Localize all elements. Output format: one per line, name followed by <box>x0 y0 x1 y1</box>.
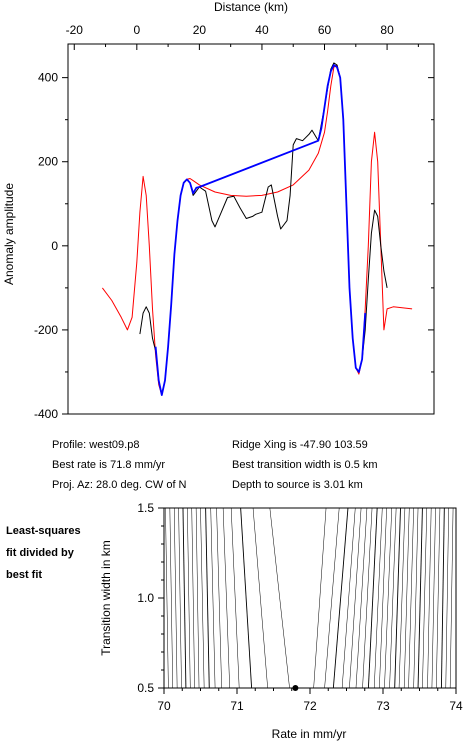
misfit-contour-chart: 70 71 72 73 74 0.5 1.0 1.5 Rate in mm/yr Trans… <box>99 501 463 741</box>
side-note-line-1: Least-squares <box>6 525 81 537</box>
rate-text: Best rate is 71.8 mm/yr <box>52 459 165 471</box>
top-x-tick-label: -20 <box>66 23 84 37</box>
bottom-y-tick-label: 1.5 <box>137 501 154 515</box>
contour-line <box>252 507 268 689</box>
top-x-tick-label: 40 <box>255 23 269 37</box>
contour-line <box>389 507 397 689</box>
contour-line <box>384 507 393 689</box>
contour-line <box>165 507 169 689</box>
side-note: Least-squares fit divided by best fit <box>6 525 81 581</box>
bottom-y-tick-label: 0.5 <box>137 681 154 695</box>
contour-line <box>417 507 423 689</box>
contour-line <box>200 507 205 689</box>
contour-line <box>349 507 362 689</box>
top-series-line <box>101 64 413 396</box>
contour-line <box>173 507 178 689</box>
contour-line <box>191 507 195 689</box>
info-block: Profile: west09.p8 Ridge Xing is -47.90 … <box>52 439 378 491</box>
best-fit-marker-group <box>292 685 299 691</box>
top-y-tick-label: 200 <box>38 155 58 169</box>
bottom-y-axis-title: Transition width in km <box>99 540 113 656</box>
contour-line <box>210 507 216 689</box>
contour-line <box>222 507 230 689</box>
contour-line <box>398 507 406 689</box>
bottom-x-tick-label: 73 <box>376 699 390 713</box>
bottom-y-ticks: 0.5 1.0 1.5 <box>137 501 164 695</box>
contour-line <box>324 507 340 689</box>
contour-line <box>403 507 410 689</box>
contour-line <box>205 507 210 689</box>
profile-text: Profile: west09.p8 <box>52 439 139 451</box>
contour-line <box>195 507 200 689</box>
contour-line <box>379 507 387 689</box>
top-y-tick-label: -200 <box>34 323 58 337</box>
contour-line <box>230 507 240 689</box>
side-note-line-2: fit divided by <box>6 547 75 559</box>
top-x-ticks: -20 0 20 40 60 80 <box>66 23 419 50</box>
contour-line <box>408 507 414 689</box>
top-x-tick-label: 20 <box>193 23 207 37</box>
contour-line <box>187 507 191 689</box>
bottom-x-tick-label: 71 <box>230 699 244 713</box>
best-fit-marker <box>292 685 299 691</box>
azimuth-text: Proj. Az: 28.0 deg. CW of N <box>52 479 187 491</box>
bottom-x-ticks: 70 71 72 73 74 <box>157 688 463 713</box>
contour-line <box>269 507 290 689</box>
top-y-ticks: -400 -200 0 200 400 <box>34 71 434 421</box>
depth-text: Depth to source is 3.01 km <box>232 479 363 491</box>
contour-line <box>341 507 356 689</box>
ridge-text: Ridge Xing is -47.90 103.59 <box>232 439 368 451</box>
contour-line <box>216 507 222 689</box>
bottom-x-tick-label: 70 <box>157 699 171 713</box>
bottom-x-axis-title: Rate in mm/yr <box>272 727 347 741</box>
contour-line <box>182 507 187 689</box>
contour-line <box>413 507 419 689</box>
contour-line <box>422 507 428 689</box>
contour-line <box>169 507 174 689</box>
contour-line <box>427 507 432 689</box>
bottom-x-tick-label: 72 <box>303 699 317 713</box>
side-note-line-3: best fit <box>6 569 42 581</box>
contour-line <box>449 507 454 689</box>
contour-line <box>431 507 436 689</box>
top-y-axis-title: Anomaly amplitude <box>2 183 16 285</box>
top-x-tick-label: 80 <box>380 23 394 37</box>
top-x-axis-title: Distance (km) <box>214 0 288 14</box>
top-y-tick-label: 400 <box>38 71 58 85</box>
bottom-y-tick-label: 1.0 <box>137 591 154 605</box>
contour-line <box>362 507 373 689</box>
contour-line <box>394 507 401 689</box>
bottom-x-tick-label: 74 <box>449 699 463 713</box>
contour-line <box>373 507 383 689</box>
contour-line <box>436 507 441 689</box>
contour-line <box>367 507 378 689</box>
top-series-line <box>154 64 367 397</box>
contour-line <box>178 507 182 689</box>
top-x-tick-label: 60 <box>318 23 332 37</box>
contour-line <box>445 507 449 689</box>
contour-line <box>332 507 349 689</box>
contour-line <box>440 507 445 689</box>
top-y-tick-label: -400 <box>34 407 58 421</box>
top-x-tick-label: 0 <box>133 23 140 37</box>
contour-line <box>355 507 368 689</box>
transition-text: Best transition width is 0.5 km <box>232 459 378 471</box>
top-y-tick-label: 0 <box>51 239 58 253</box>
contour-lines <box>165 507 454 689</box>
contour-line <box>240 507 253 689</box>
top-plot-frame <box>67 43 435 415</box>
top-series-group <box>101 62 413 397</box>
contour-line <box>313 507 327 689</box>
